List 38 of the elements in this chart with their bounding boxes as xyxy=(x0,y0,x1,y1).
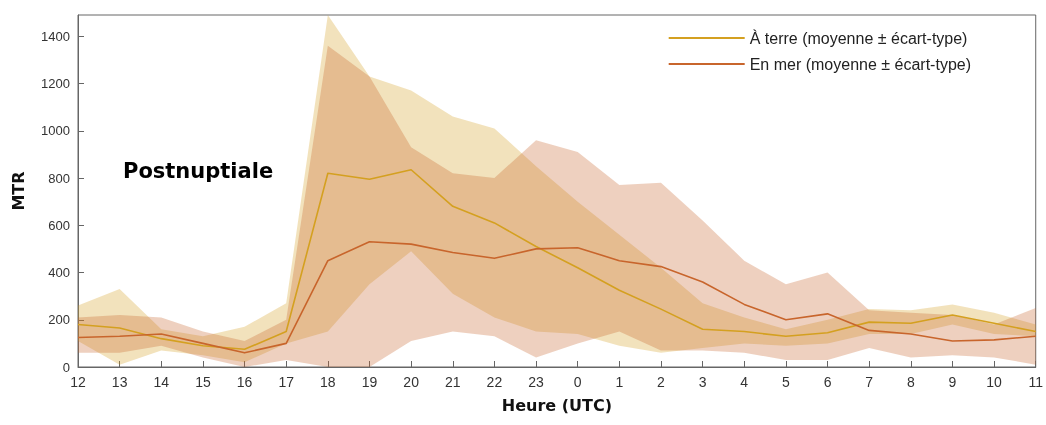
x-tick-label: 21 xyxy=(444,374,461,390)
x-tick-label: 19 xyxy=(361,374,378,390)
y-tick-label: 1200 xyxy=(41,76,70,92)
y-tick-label: 1000 xyxy=(41,123,70,139)
x-tick-label: 13 xyxy=(111,374,128,390)
x-tick-label: 9 xyxy=(948,374,957,390)
x-tick-label: 6 xyxy=(823,374,832,390)
y-tick-label: 400 xyxy=(48,265,70,280)
x-tick-label: 17 xyxy=(278,374,295,390)
x-tick-label: 22 xyxy=(486,374,503,390)
text: Postnuptiale xyxy=(123,158,274,183)
x-tick-label: 12 xyxy=(70,374,86,390)
x-tick-label: 14 xyxy=(153,374,170,390)
y-tick-label: 200 xyxy=(48,312,70,328)
x-tick-label: 20 xyxy=(403,374,420,390)
y-tick-label: 800 xyxy=(48,170,70,186)
x-tick-label: 3 xyxy=(698,374,707,390)
x-tick-label: 7 xyxy=(865,374,874,390)
y-axis-title: MTR xyxy=(8,171,28,211)
x-tick-label: 4 xyxy=(740,374,749,390)
x-tick-label: 16 xyxy=(236,374,253,390)
legend-label: En mer (moyenne ± écart-type) xyxy=(749,55,972,73)
x-tick-label: 11 xyxy=(1028,374,1044,390)
line-series xyxy=(77,240,1037,354)
x-tick-label: 5 xyxy=(781,374,790,390)
x-tick-label: 8 xyxy=(906,374,915,390)
x-tick-label: 23 xyxy=(528,374,545,390)
x-tick-label: 18 xyxy=(320,374,336,390)
y-tick-label: 0 xyxy=(62,359,70,375)
legend-label: À terre (moyenne ± écart-type) xyxy=(749,28,968,47)
y-tick-label: 600 xyxy=(48,217,70,233)
x-tick-label: 1 xyxy=(615,374,624,390)
x-tick-label: 15 xyxy=(195,374,211,390)
y-tick-label: 1400 xyxy=(41,28,70,44)
x-tick-label: 10 xyxy=(986,374,1003,390)
x-axis-title: Heure (UTC) xyxy=(501,395,612,415)
x-tick-label: 2 xyxy=(657,374,666,390)
x-tick-label: 0 xyxy=(573,374,582,390)
